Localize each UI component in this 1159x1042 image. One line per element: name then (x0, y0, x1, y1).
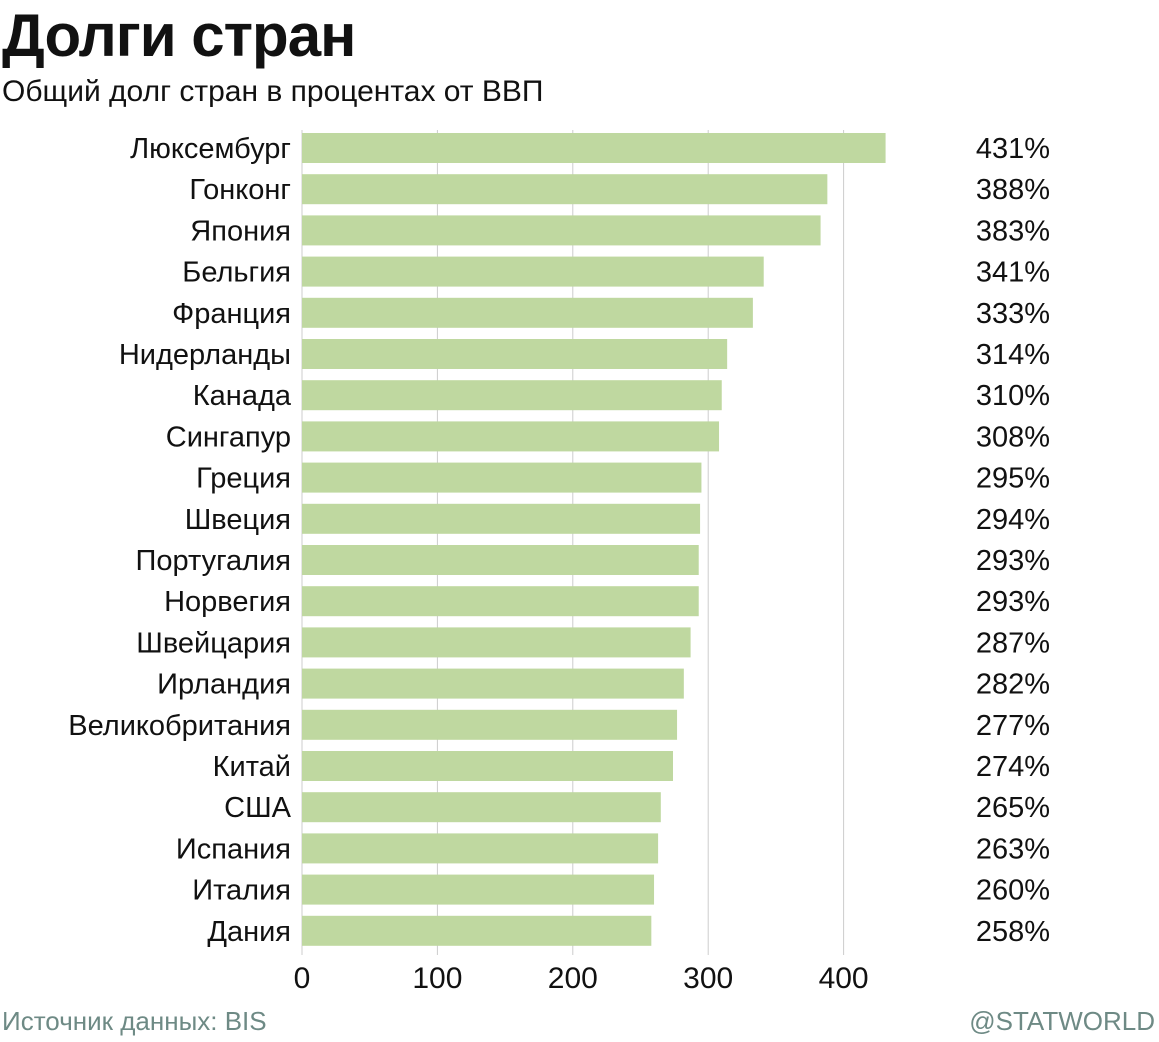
bar (302, 833, 659, 864)
value-label: 287% (976, 627, 1050, 659)
category-label: Норвегия (164, 586, 291, 618)
category-label: Швейцария (136, 627, 291, 659)
category-label: Китай (213, 751, 291, 783)
category-label: Ирландия (157, 669, 291, 701)
bar (302, 256, 764, 287)
chart-subtitle: Общий долг стран в процентах от ВВП (2, 75, 544, 108)
value-label: 333% (976, 298, 1050, 330)
category-label: Франция (172, 298, 291, 330)
value-label: 388% (976, 174, 1050, 206)
value-label: 341% (976, 257, 1050, 289)
category-label: Швеция (185, 504, 291, 536)
value-label: 293% (976, 586, 1050, 618)
value-label: 310% (976, 380, 1050, 412)
category-label: Канада (193, 380, 292, 412)
category-label: Нидерланды (119, 339, 291, 371)
category-label: Гонконг (189, 174, 291, 206)
value-label: 294% (976, 504, 1050, 536)
value-label: 431% (976, 133, 1050, 165)
bar (302, 297, 753, 328)
bar (302, 668, 684, 699)
bar (302, 915, 652, 946)
bar (302, 709, 678, 740)
x-tick-label: 300 (683, 962, 733, 995)
data-source-note: Источник данных: BIS (2, 1006, 267, 1036)
category-label: Италия (192, 875, 291, 907)
category-label: Люксембург (130, 133, 291, 165)
bar (302, 874, 655, 905)
value-label: 258% (976, 916, 1050, 948)
bar (302, 133, 886, 163)
x-tick-label: 400 (819, 962, 869, 995)
bar (302, 462, 702, 493)
value-label: 383% (976, 215, 1050, 247)
value-label: 277% (976, 710, 1050, 742)
x-axis-tick-labels: 0 100 200 300 400 (294, 962, 869, 995)
bar (302, 545, 699, 575)
value-labels: 431% 388% 383% 341% 333% 314% 310% 308% 295% 294%… (976, 133, 1050, 948)
category-label: Испания (176, 833, 291, 865)
x-tick-label: 0 (294, 962, 311, 995)
bar-chart: Люксембург Гонконг Япония Бельгия Франция Нид… (68, 130, 1050, 995)
bars (302, 133, 886, 946)
bar (302, 421, 720, 452)
value-label: 308% (976, 421, 1050, 453)
value-label: 274% (976, 751, 1050, 783)
category-label: Греция (196, 463, 291, 495)
category-label: США (224, 792, 292, 824)
category-label: Португалия (136, 545, 291, 577)
bar (302, 586, 699, 617)
bar (302, 627, 691, 658)
value-label: 295% (976, 463, 1050, 495)
category-label: Великобритания (68, 710, 291, 742)
bar (302, 792, 661, 823)
x-tick-label: 200 (548, 962, 598, 995)
value-label: 263% (976, 833, 1050, 865)
bar (302, 751, 673, 781)
brand-watermark: @STATWORLD (969, 1006, 1155, 1036)
x-tick-label: 100 (412, 962, 462, 995)
bar (302, 215, 821, 246)
category-label: Япония (190, 215, 291, 247)
bar (302, 380, 722, 411)
category-label: Сингапур (166, 421, 291, 453)
bar (302, 174, 828, 205)
bar (302, 503, 701, 534)
value-label: 293% (976, 545, 1050, 577)
bar (302, 339, 728, 369)
gridlines (301, 130, 845, 955)
value-label: 282% (976, 669, 1050, 701)
category-labels: Люксембург Гонконг Япония Бельгия Франция Нид… (68, 133, 292, 948)
chart-title: Долги стран (2, 2, 356, 69)
category-label: Дания (207, 916, 291, 948)
category-label: Бельгия (182, 257, 291, 289)
value-label: 265% (976, 792, 1050, 824)
value-label: 314% (976, 339, 1050, 371)
value-label: 260% (976, 875, 1050, 907)
